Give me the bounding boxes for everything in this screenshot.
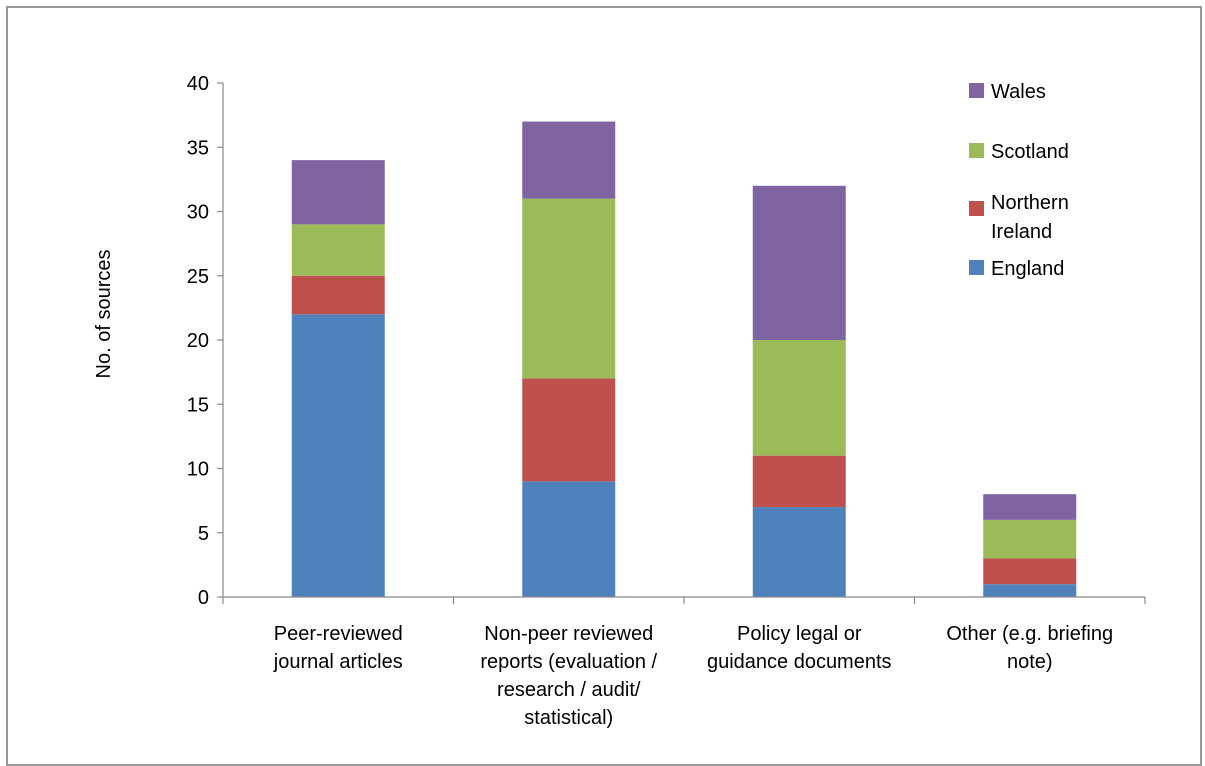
legend-label-northern-ireland: Northern Ireland [991,192,1069,243]
y-tick-label: 10 [187,459,209,481]
x-tick-label-3: Policy legal or guidance documents [707,623,892,673]
y-tick-labels: 0 5 10 15 20 25 30 35 40 [187,73,209,609]
x-tick-label-4: Other (e.g. briefing note) [946,623,1113,673]
legend-label-scotland: Scotland [991,141,1069,163]
bar-segment-northern-ireland-3 [752,455,846,508]
axes-group [217,82,1146,604]
legend-swatch-wales [969,83,984,98]
legend-swatch-england [969,260,984,275]
bar-segment-wales-4 [983,494,1077,520]
bar-segment-england-3 [752,507,846,597]
y-tick-label: 25 [187,266,209,288]
bar-segment-northern-ireland-1 [291,275,385,315]
x-tick-label-1: Peer-reviewed journal articles [273,623,403,673]
bar-segment-northern-ireland-4 [983,558,1077,585]
bar-segment-england-2 [522,481,616,597]
y-tick-label: 5 [198,523,209,545]
bar-segment-england-1 [291,314,385,597]
bar-segment-scotland-4 [983,519,1077,559]
x-tick-labels: Peer-reviewed journal articles Non-peer re… [273,623,1113,729]
bar-segment-scotland-1 [291,224,385,276]
bar-segment-scotland-3 [752,340,846,456]
y-tick-label: 0 [198,587,209,609]
bar-segment-england-4 [983,584,1077,597]
y-tick-label: 40 [187,73,209,95]
y-tick-label: 30 [187,202,209,224]
legend: Wales Scotland Northern Ireland England [969,81,1069,280]
bar-segment-scotland-2 [522,198,616,379]
bar-segment-northern-ireland-2 [522,378,616,482]
bar-segment-wales-1 [291,160,385,225]
bar-segment-wales-3 [752,185,846,340]
y-tick-label: 20 [187,330,209,352]
y-tick-label: 35 [187,137,209,159]
legend-swatch-scotland [969,143,984,158]
legend-label-england: England [991,258,1064,280]
bars-group [291,121,1077,597]
y-axis-label: No. of sources [93,250,115,379]
legend-swatch-northern-ireland [969,201,984,216]
x-tick-label-2: Non-peer reviewed reports (evaluation / re… [480,623,657,729]
y-tick-label: 15 [187,394,209,416]
bar-segment-wales-2 [522,121,616,199]
legend-label-wales: Wales [991,81,1046,103]
